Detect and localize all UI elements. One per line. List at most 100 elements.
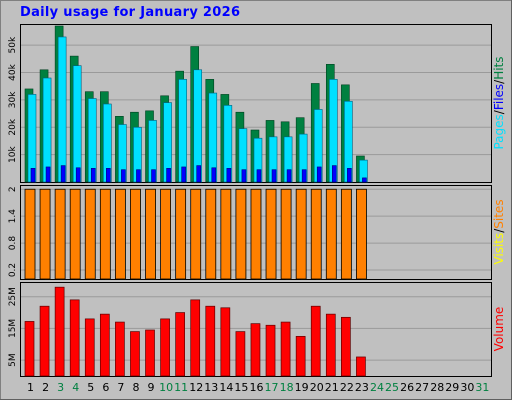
axis-title-separator: / — [492, 79, 506, 84]
bar-volume — [310, 305, 321, 377]
bar-volume — [205, 305, 216, 377]
day-label-25: 25 — [385, 381, 399, 394]
day-label-7: 7 — [117, 381, 124, 394]
axis-title-visits: Visits — [492, 233, 506, 265]
bar-pages — [75, 167, 81, 183]
bar-visits — [325, 188, 337, 280]
axis-title-sites: Sites — [492, 199, 506, 228]
bar-pages — [60, 165, 66, 183]
bar-pages — [286, 169, 292, 183]
bar-visits — [54, 188, 66, 280]
bar-pages — [90, 168, 96, 183]
axis-title-pages: Pages — [492, 114, 506, 149]
bar-volume — [250, 323, 261, 377]
bar-visits — [340, 188, 352, 280]
axis-title-files: Files — [492, 84, 506, 110]
bar-pages — [331, 165, 337, 183]
bar-visits — [175, 188, 187, 280]
bar-visits — [295, 188, 307, 280]
panel-frame-vs — [20, 185, 492, 280]
day-label-31: 31 — [475, 381, 489, 394]
bar-volume — [39, 305, 50, 377]
bar-pages — [196, 165, 202, 183]
ytick-label-visits: 0.2 — [8, 263, 18, 277]
bar-pages — [45, 166, 51, 183]
day-label-13: 13 — [204, 381, 218, 394]
bar-volume — [160, 318, 170, 377]
panel-frame-hfp — [20, 24, 492, 183]
day-label-28: 28 — [430, 381, 444, 394]
day-label-21: 21 — [325, 381, 339, 394]
bar-pages — [181, 166, 186, 183]
day-label-20: 20 — [310, 381, 324, 394]
bar-visits — [235, 188, 247, 280]
bar-visits — [265, 188, 277, 280]
bar-visits — [99, 188, 111, 280]
bar-pages — [347, 168, 352, 183]
bar-pages — [106, 168, 111, 183]
bar-visits — [190, 188, 202, 280]
day-label-9: 9 — [148, 381, 155, 394]
bar-visits — [69, 188, 81, 280]
day-label-19: 19 — [295, 381, 309, 394]
bar-volume — [295, 335, 306, 377]
day-label-26: 26 — [400, 381, 414, 394]
bar-visits — [114, 188, 126, 280]
day-label-8: 8 — [132, 381, 139, 394]
bar-pages — [271, 169, 277, 183]
day-label-3: 3 — [57, 381, 64, 394]
ytick-label-hits: 10k — [8, 146, 18, 163]
bar-pages — [151, 169, 156, 183]
ytick-label-volume: 5M — [8, 353, 18, 367]
day-label-27: 27 — [415, 381, 429, 394]
day-label-17: 17 — [265, 381, 279, 394]
bar-files — [42, 77, 52, 183]
bar-pages — [136, 169, 141, 183]
bar-volume — [325, 313, 336, 377]
day-label-14: 14 — [219, 381, 233, 394]
panel-frame-vol — [20, 282, 492, 377]
day-label-15: 15 — [234, 381, 248, 394]
bar-visits — [205, 188, 217, 280]
ytick-label-hits: 40k — [8, 63, 18, 80]
day-label-30: 30 — [460, 381, 474, 394]
axis-title-hits: Pages/Files/Hits — [492, 56, 506, 149]
day-label-1: 1 — [27, 381, 34, 394]
day-label-11: 11 — [174, 381, 188, 394]
day-label-18: 18 — [280, 381, 294, 394]
bar-pages — [30, 168, 36, 183]
bar-volume — [190, 299, 201, 377]
bar-volume — [341, 316, 351, 377]
bar-pages — [166, 168, 171, 183]
bar-visits — [310, 188, 322, 280]
day-label-4: 4 — [72, 381, 79, 394]
bar-volume — [115, 321, 125, 377]
axis-title-volume: Volume — [492, 307, 506, 352]
bar-files — [72, 65, 82, 183]
day-label-23: 23 — [355, 381, 369, 394]
bar-visits — [130, 188, 141, 280]
day-label-6: 6 — [102, 381, 109, 394]
day-label-10: 10 — [159, 381, 173, 394]
bar-pages — [316, 166, 322, 183]
axis-title-hits: Hits — [492, 56, 506, 79]
bar-visits — [280, 188, 292, 280]
bar-visits — [160, 188, 171, 280]
axis-title-separator: / — [492, 228, 506, 233]
bar-visits — [84, 188, 96, 280]
day-label-16: 16 — [249, 381, 263, 394]
bar-volume — [99, 313, 110, 377]
chart-title: Daily usage for January 2026 — [20, 5, 241, 20]
axis-title-separator: / — [492, 109, 506, 114]
bar-volume — [235, 331, 246, 377]
day-label-12: 12 — [189, 381, 203, 394]
bar-visits — [250, 188, 262, 280]
day-label-22: 22 — [340, 381, 354, 394]
bar-volume — [265, 324, 276, 377]
bar-volume — [84, 318, 95, 377]
day-label-5: 5 — [87, 381, 94, 394]
bar-volume — [175, 312, 185, 377]
bar-volume — [130, 331, 140, 377]
